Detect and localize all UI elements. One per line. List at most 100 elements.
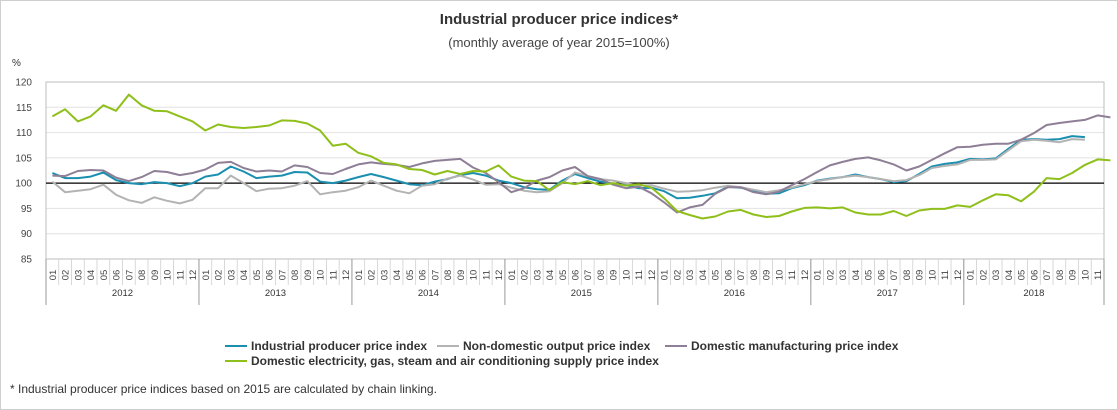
y-tick-label: 100 xyxy=(15,179,32,190)
x-month-label: 01 xyxy=(48,270,59,281)
x-month-label: 01 xyxy=(660,270,671,281)
x-month-label: 04 xyxy=(851,270,862,281)
x-month-label: 12 xyxy=(647,270,658,281)
y-tick-label: 120 xyxy=(15,78,32,89)
legend-swatch xyxy=(437,344,459,347)
legend-item-electricity: Domestic electricity, gas, steam and air… xyxy=(225,354,659,368)
x-year-label: 2018 xyxy=(1023,288,1044,299)
x-month-label: 07 xyxy=(430,270,441,281)
legend-item-non-domestic: Non-domestic output price index xyxy=(437,339,650,353)
series-line-3 xyxy=(51,93,1111,220)
x-month-label: 11 xyxy=(940,270,951,280)
x-month-label: 02 xyxy=(61,270,72,281)
x-month-label: 09 xyxy=(762,270,773,281)
x-month-label: 08 xyxy=(749,270,760,281)
x-month-label: 02 xyxy=(825,270,836,281)
x-month-label: 06 xyxy=(418,270,429,281)
x-month-label: 05 xyxy=(711,270,722,281)
x-month-label: 06 xyxy=(112,270,123,281)
x-month-label: 02 xyxy=(672,270,683,281)
x-month-label: 01 xyxy=(813,270,824,281)
x-month-label: 04 xyxy=(239,270,250,281)
x-month-label: 11 xyxy=(328,270,339,280)
x-month-label: 07 xyxy=(583,270,594,281)
x-month-label: 05 xyxy=(558,270,569,281)
footnote: * Industrial producer price indices base… xyxy=(10,382,437,396)
x-month-label: 10 xyxy=(316,270,327,281)
x-month-label: 08 xyxy=(902,270,913,281)
x-month-label: 06 xyxy=(571,270,582,281)
x-month-label: 11 xyxy=(634,270,645,280)
x-month-label: 01 xyxy=(966,270,977,281)
y-tick-label: 85 xyxy=(21,255,33,266)
x-month-label: 02 xyxy=(520,270,531,281)
x-month-label: 02 xyxy=(214,270,225,281)
chart-title: Industrial producer price indices* xyxy=(439,11,679,28)
legend: Industrial producer price index Non-dome… xyxy=(225,339,925,369)
chart-subtitle: (monthly average of year 2015=100%) xyxy=(448,35,670,50)
x-month-label: 01 xyxy=(201,270,212,281)
x-month-label: 11 xyxy=(1093,270,1104,280)
series-line-1 xyxy=(51,138,1085,205)
x-month-label: 05 xyxy=(1017,270,1028,281)
legend-swatch xyxy=(225,359,247,362)
x-month-label: 10 xyxy=(927,270,938,281)
x-month-label: 03 xyxy=(226,270,237,281)
x-month-label: 09 xyxy=(1068,270,1079,281)
x-month-label: 05 xyxy=(99,270,110,281)
legend-item-domestic-manufacturing: Domestic manufacturing price index xyxy=(665,339,898,353)
x-month-label: 12 xyxy=(188,270,199,281)
x-month-label: 04 xyxy=(86,270,97,281)
x-month-label: 12 xyxy=(800,270,811,281)
x-year-label: 2017 xyxy=(877,288,898,299)
x-month-label: 09 xyxy=(150,270,161,281)
x-month-label: 06 xyxy=(265,270,276,281)
x-month-label: 10 xyxy=(1080,270,1091,281)
x-month-label: 03 xyxy=(379,270,390,281)
y-tick-label: 95 xyxy=(21,204,33,215)
x-month-label: 04 xyxy=(698,270,709,281)
x-month-label: 08 xyxy=(443,270,454,281)
x-month-label: 11 xyxy=(787,270,798,280)
x-month-label: 12 xyxy=(953,270,964,281)
series-line-2 xyxy=(52,114,1111,214)
legend-item-industrial: Industrial producer price index xyxy=(225,339,427,353)
legend-label: Domestic electricity, gas, steam and air… xyxy=(251,354,659,368)
x-month-label: 09 xyxy=(303,270,314,281)
x-month-label: 10 xyxy=(621,270,632,281)
x-year-label: 2015 xyxy=(571,288,592,299)
legend-swatch xyxy=(225,344,247,347)
x-month-label: 04 xyxy=(545,270,556,281)
x-month-label: 03 xyxy=(532,270,543,281)
legend-swatch xyxy=(665,344,687,347)
x-month-label: 04 xyxy=(1004,270,1015,281)
x-year-label: 2012 xyxy=(112,288,133,299)
y-tick-label: 90 xyxy=(21,229,33,240)
x-month-label: 02 xyxy=(367,270,378,281)
x-month-label: 03 xyxy=(991,270,1002,281)
x-month-label: 05 xyxy=(864,270,875,281)
x-month-label: 01 xyxy=(354,270,365,281)
x-month-label: 05 xyxy=(252,270,263,281)
x-month-label: 08 xyxy=(596,270,607,281)
x-month-label: 12 xyxy=(341,270,352,281)
legend-label: Non-domestic output price index xyxy=(463,339,651,353)
x-month-label: 10 xyxy=(469,270,480,281)
y-axis-unit: % xyxy=(12,58,21,69)
x-month-label: 07 xyxy=(889,270,900,281)
x-month-label: 04 xyxy=(392,270,403,281)
x-month-label: 07 xyxy=(124,270,135,281)
x-month-label: 05 xyxy=(405,270,416,281)
x-month-label: 06 xyxy=(723,270,734,281)
x-month-label: 10 xyxy=(163,270,174,281)
y-tick-label: 105 xyxy=(15,153,32,164)
x-month-label: 12 xyxy=(494,270,505,281)
x-month-label: 03 xyxy=(685,270,696,281)
x-year-label: 2013 xyxy=(265,288,286,299)
x-month-label: 01 xyxy=(507,270,518,281)
x-year-label: 2016 xyxy=(724,288,745,299)
x-year-label: 2014 xyxy=(418,288,439,299)
y-tick-label: 110 xyxy=(16,128,32,139)
legend-label: Industrial producer price index xyxy=(251,339,428,353)
